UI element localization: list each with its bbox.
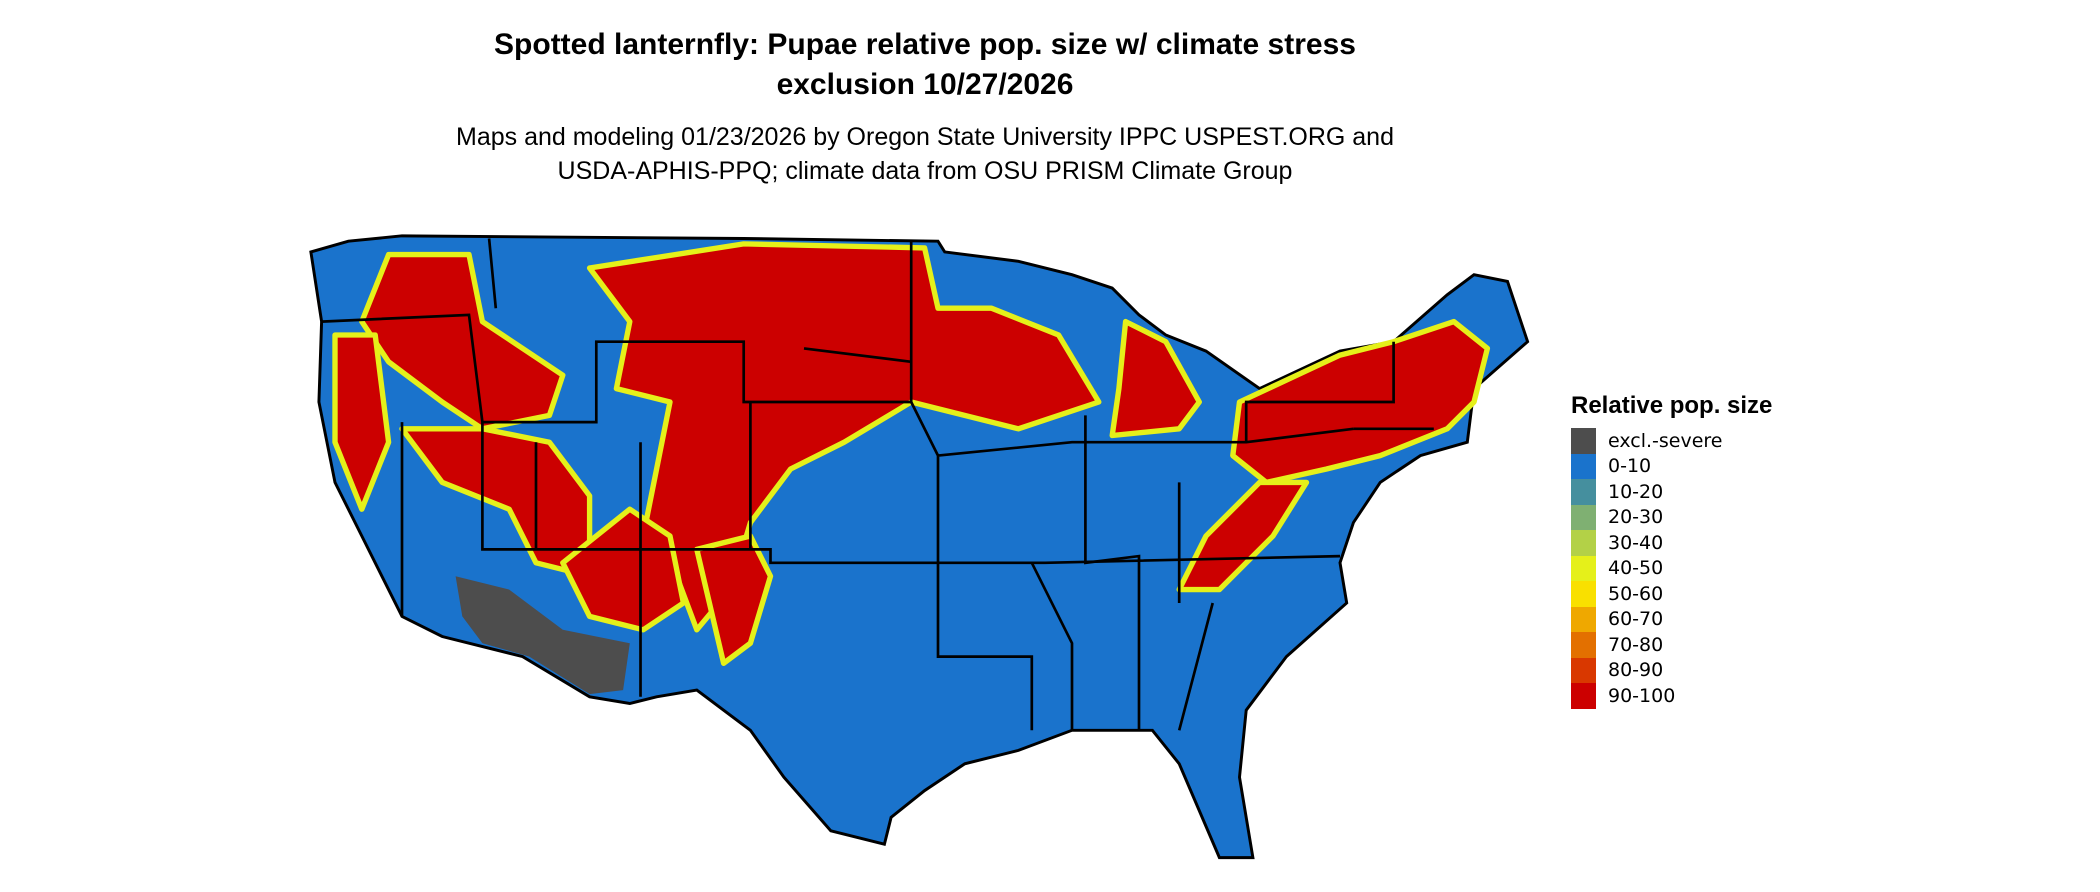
excluded-area bbox=[455, 576, 630, 695]
legend-label: 90-100 bbox=[1608, 684, 1676, 707]
legend-label: 60-70 bbox=[1608, 608, 1664, 631]
legend-swatch bbox=[1571, 428, 1596, 454]
legend-item: 50-60 bbox=[1571, 581, 1772, 607]
legend-item: 10-20 bbox=[1571, 479, 1772, 505]
map-title-line1: Spotted lanternfly: Pupae relative pop. … bbox=[494, 28, 1356, 61]
subtitle-line1: Maps and modeling 01/23/2026 by Oregon S… bbox=[456, 123, 1394, 151]
legend-item: 0-10 bbox=[1571, 453, 1772, 479]
map-title-line2: exclusion 10/27/2026 bbox=[776, 68, 1074, 101]
legend-swatch bbox=[1571, 479, 1596, 505]
legend-item: 70-80 bbox=[1571, 632, 1772, 658]
legend-label: 40-50 bbox=[1608, 557, 1664, 580]
legend-swatch bbox=[1571, 555, 1596, 581]
legend-swatch bbox=[1571, 504, 1596, 530]
legend-swatch bbox=[1571, 530, 1596, 556]
legend-label: 20-30 bbox=[1608, 506, 1664, 529]
legend-swatch bbox=[1571, 606, 1596, 632]
legend-title: Relative pop. size bbox=[1571, 392, 1773, 419]
legend-item: 40-50 bbox=[1571, 555, 1772, 581]
legend-label: 80-90 bbox=[1608, 659, 1664, 682]
legend-label: 10-20 bbox=[1608, 480, 1664, 503]
legend-item: excl.-severe bbox=[1571, 428, 1772, 454]
legend-item: 90-100 bbox=[1571, 683, 1772, 709]
conus-region-0-10 bbox=[309, 234, 1530, 860]
legend-item: 60-70 bbox=[1571, 606, 1772, 632]
legend-item: 30-40 bbox=[1571, 530, 1772, 556]
legend-swatch bbox=[1571, 683, 1596, 709]
legend-item: 80-90 bbox=[1571, 657, 1772, 683]
legend-item: 20-30 bbox=[1571, 504, 1772, 530]
state-boundaries bbox=[321, 238, 1434, 731]
legend-label: 30-40 bbox=[1608, 531, 1664, 554]
legend-label: 70-80 bbox=[1608, 633, 1664, 656]
legend-label: 0-10 bbox=[1608, 455, 1652, 478]
legend-swatch bbox=[1571, 581, 1596, 607]
legend-label: 50-60 bbox=[1608, 582, 1664, 605]
legend-swatch bbox=[1571, 632, 1596, 658]
legend-swatch bbox=[1571, 453, 1596, 479]
subtitle-line2: USDA-APHIS-PPQ; climate data from OSU PR… bbox=[557, 157, 1293, 185]
legend-swatch bbox=[1571, 657, 1596, 683]
legend: Relative pop. size excl.-severe 0-10 10-20… bbox=[1571, 392, 1772, 709]
legend-label: excl.-severe bbox=[1608, 429, 1723, 452]
